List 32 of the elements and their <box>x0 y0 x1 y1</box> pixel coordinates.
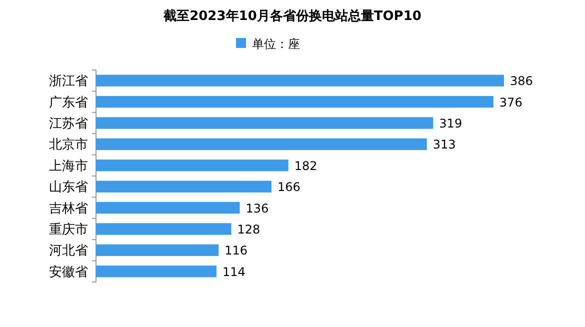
data-label: 116 <box>224 244 248 258</box>
data-label: 166 <box>277 180 300 194</box>
bar <box>96 138 427 150</box>
bar <box>96 74 504 86</box>
y-tick-label: 上海市 <box>49 158 88 174</box>
bar <box>96 266 216 278</box>
y-tick-label: 江苏省 <box>49 116 88 132</box>
data-label: 182 <box>294 158 318 173</box>
data-label: 114 <box>222 264 246 279</box>
y-tick-label: 浙江省 <box>49 74 88 90</box>
data-label: 319 <box>439 116 462 130</box>
data-label: 386 <box>510 74 533 88</box>
bar <box>96 96 494 108</box>
bar <box>96 223 232 235</box>
y-tick-label: 重庆市 <box>49 222 88 238</box>
data-label: 376 <box>499 95 522 110</box>
chart-title: 截至2023年10月各省份换电站总量TOP10 <box>162 8 422 24</box>
y-tick-label: 广东省 <box>49 95 88 110</box>
y-tick-label: 北京市 <box>49 138 88 153</box>
y-tick-label: 河北省 <box>49 244 88 259</box>
bar <box>96 180 272 192</box>
legend-label: 单位：座 <box>252 37 300 51</box>
y-tick-label: 吉林省 <box>49 201 88 216</box>
bar <box>96 202 240 214</box>
bar <box>96 117 434 129</box>
data-label: 128 <box>237 222 260 236</box>
y-tick-label: 安徽省 <box>49 264 88 280</box>
y-tick-label: 山东省 <box>49 180 88 196</box>
data-label: 136 <box>246 201 269 216</box>
bar <box>96 244 219 256</box>
data-label: 313 <box>432 138 456 152</box>
bar <box>96 160 288 172</box>
